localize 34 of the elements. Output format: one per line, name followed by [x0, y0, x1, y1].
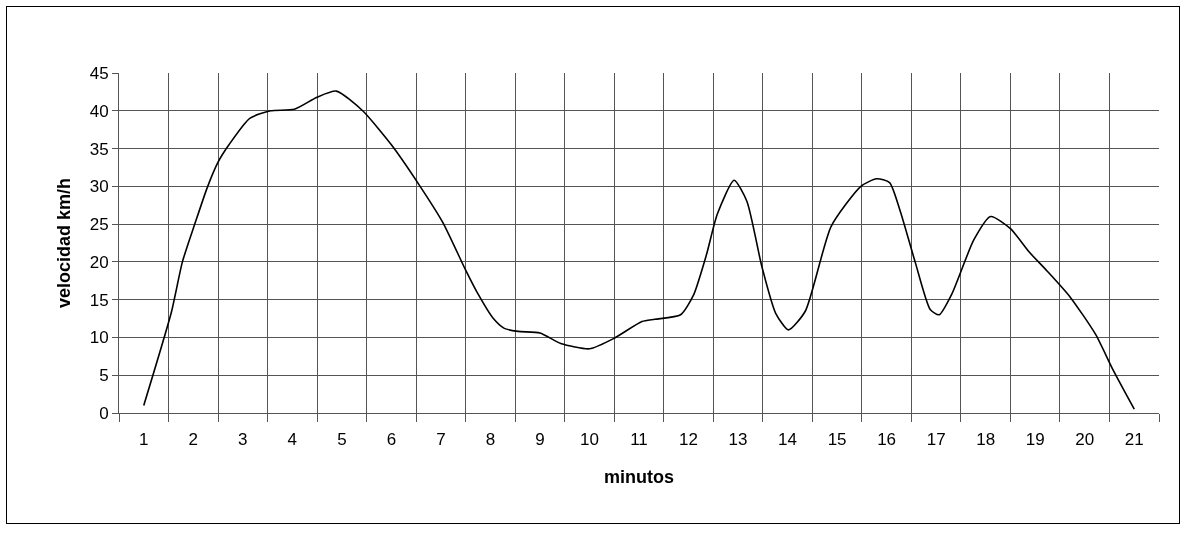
- x-tick-label: 20: [1075, 430, 1095, 449]
- x-tick-label: 13: [728, 430, 748, 449]
- x-tick-label: 2: [188, 430, 199, 449]
- y-tick-label: 30: [89, 177, 109, 197]
- x-tick-label: 16: [877, 430, 897, 449]
- y-tick-label: 40: [89, 101, 109, 121]
- line-series: [142, 90, 1136, 411]
- y-tick-label: 25: [89, 215, 109, 235]
- x-tick-label: 17: [926, 430, 946, 449]
- x-tick-label: 9: [535, 430, 545, 449]
- y-tick-label: 15: [89, 290, 109, 310]
- x-tick-label: 1: [139, 430, 149, 449]
- x-tick-label: 12: [679, 430, 698, 449]
- x-tick-label: 15: [827, 430, 847, 449]
- x-tick-label: 19: [1025, 430, 1045, 449]
- x-tick-label: 14: [778, 430, 798, 449]
- y-tick-label: 5: [99, 366, 109, 386]
- y-tick-label: 10: [89, 328, 109, 348]
- y-tick-label: 20: [89, 252, 109, 272]
- x-tick-label: 21: [1124, 430, 1144, 449]
- y-tick-label: 35: [89, 139, 109, 159]
- x-tick-label: 6: [386, 430, 397, 449]
- x-tick-label: 3: [238, 430, 248, 449]
- y-tick-label: 45: [89, 63, 109, 83]
- x-tick-label: 8: [485, 430, 496, 449]
- y-axis-title: velocidad km/h: [53, 177, 74, 309]
- x-tick-label: 10: [580, 430, 599, 449]
- x-axis-title: minutos: [604, 467, 674, 488]
- x-tick-label: 4: [287, 430, 298, 449]
- x-tick-label: 5: [337, 430, 347, 449]
- x-tick-label: 18: [976, 430, 996, 449]
- x-tick-label: 11: [630, 430, 648, 449]
- y-tick-label: 0: [99, 403, 109, 423]
- x-tick-label: 7: [436, 430, 446, 449]
